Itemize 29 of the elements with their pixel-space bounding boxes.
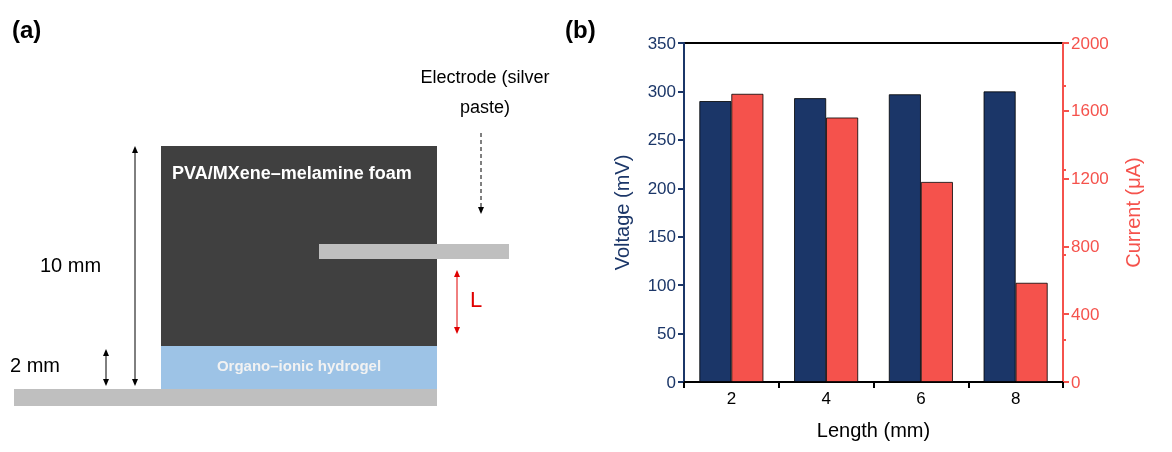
x-tick-label: 2	[726, 389, 737, 408]
y-tick-label: 150	[647, 227, 676, 247]
y-tick-label: 100	[647, 275, 676, 295]
x-tick-label: 8	[1010, 389, 1021, 408]
y2-tick-label: 2000	[1071, 33, 1109, 53]
y2-tick-label: 800	[1071, 236, 1100, 256]
chart-title: (b)	[565, 15, 596, 43]
x-axis-title: Length (mm)	[816, 419, 931, 441]
text: PVA/MXene–melamine foam	[172, 162, 413, 185]
y-tick-label: 50	[657, 324, 676, 344]
y-tick-label: 250	[647, 130, 676, 150]
y-axis-title: Voltage (mV)	[611, 154, 633, 271]
y2-tick-label: 0	[1071, 372, 1081, 392]
text: 10 mm	[40, 254, 102, 277]
x-tick-label: 6	[916, 389, 926, 408]
y2-tick-label: 1600	[1071, 101, 1109, 121]
text: 2 mm	[10, 354, 60, 377]
text: Electrode (silver paste)	[419, 66, 551, 119]
x-tick-label: 4	[821, 389, 831, 408]
text: (a)	[12, 16, 42, 44]
text: Organo–ionic hydrogel	[215, 357, 383, 374]
y-tick-label: 350	[647, 33, 676, 53]
y-tick-label: 300	[647, 81, 676, 101]
y2-tick-label: 400	[1071, 304, 1100, 324]
y-tick-label: 0	[666, 372, 676, 392]
y2-tick-label: 1200	[1071, 169, 1109, 189]
y-tick-label: 200	[647, 178, 676, 198]
y2-axis-title: Current (μA)	[1122, 157, 1144, 268]
text: L	[470, 287, 483, 313]
